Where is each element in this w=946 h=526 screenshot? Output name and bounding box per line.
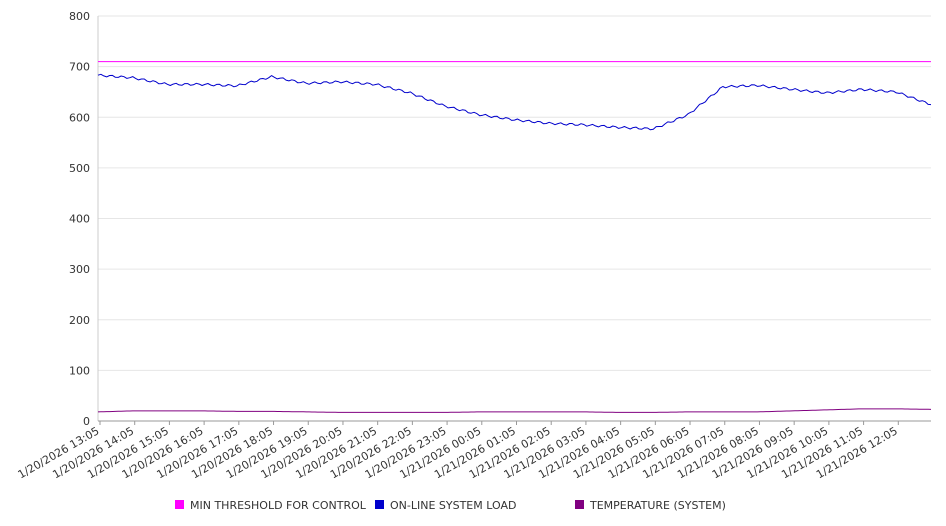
y-tick-label: 100	[69, 364, 90, 377]
legend-swatch	[375, 500, 384, 509]
legend-label: TEMPERATURE (SYSTEM)	[589, 499, 726, 512]
y-tick-label: 700	[69, 61, 90, 74]
legend: MIN THRESHOLD FOR CONTROL ON-LINE SYSTEM …	[175, 499, 726, 512]
series-line-3	[97, 408, 932, 413]
y-tick-label: 300	[69, 263, 90, 276]
legend-label: MIN THRESHOLD FOR CONTROL	[190, 499, 367, 512]
y-tick-label: 500	[69, 162, 90, 175]
y-tick-labels: 0 100 200 300 400 500 600 700 800	[69, 10, 90, 428]
series-lines	[97, 61, 932, 413]
axes	[97, 16, 931, 422]
y-tick-label: 400	[69, 213, 90, 226]
y-tick-label: 200	[69, 314, 90, 327]
gridlines	[98, 15, 931, 371]
y-tick-label: 0	[83, 415, 90, 428]
legend-swatch	[175, 500, 184, 509]
legend-label: ON-LINE SYSTEM LOAD	[390, 499, 516, 512]
x-tick-labels: 1/20/2026 13:051/20/2026 14:051/20/2026 …	[16, 421, 900, 481]
series-line-2	[97, 73, 932, 131]
y-tick-label: 800	[69, 10, 90, 23]
y-tick-label: 600	[69, 111, 90, 124]
legend-swatch	[575, 500, 584, 509]
